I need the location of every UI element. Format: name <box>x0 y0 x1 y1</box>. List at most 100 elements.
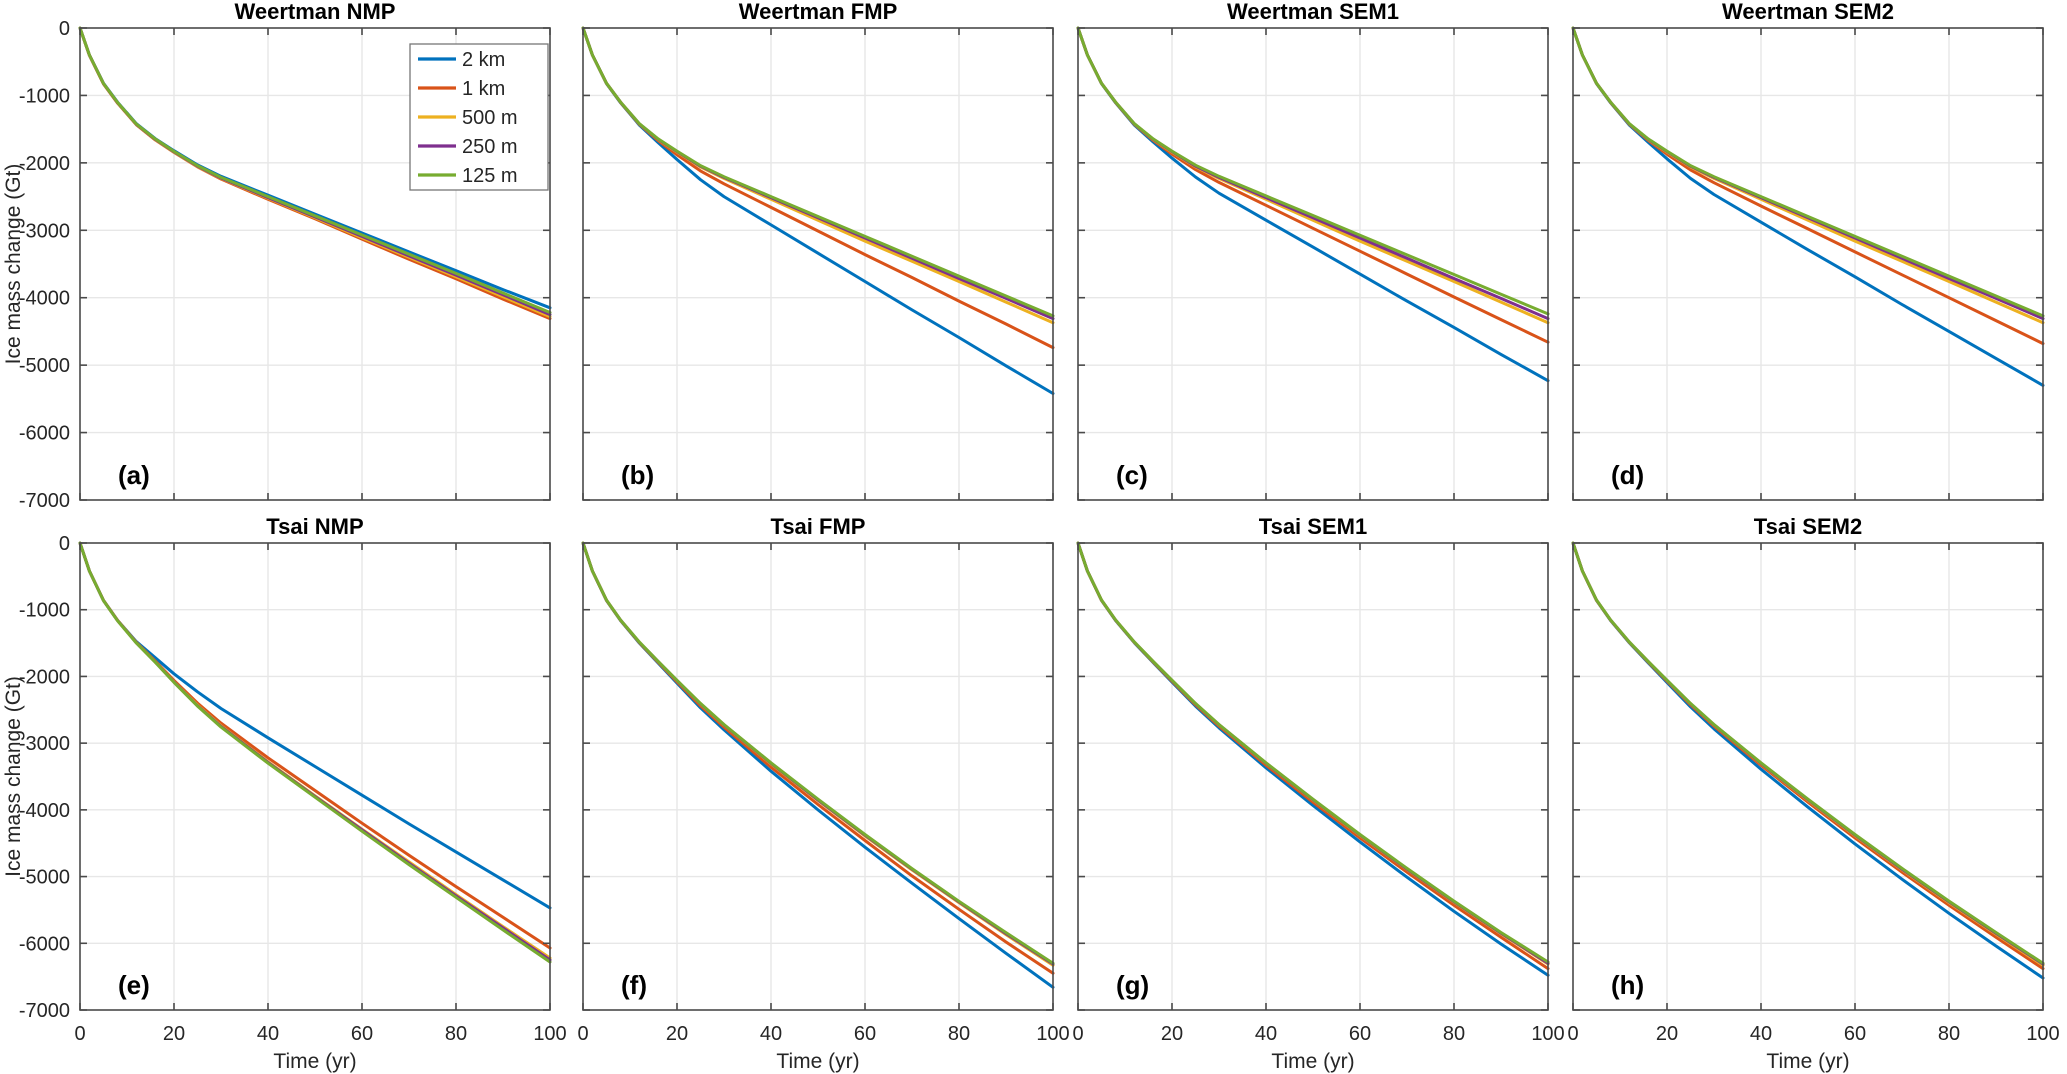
series-line-500m <box>1571 541 2045 967</box>
panel-letter: (c) <box>1116 460 1148 490</box>
tick-marks <box>79 27 551 501</box>
series-line-125m <box>581 26 1055 318</box>
series-line-250m <box>1571 26 2045 321</box>
tick-marks <box>79 542 551 1011</box>
y-tick-label: -4000 <box>19 800 70 822</box>
grid <box>1078 543 1548 1010</box>
x-tick-label: 0 <box>577 1023 588 1045</box>
panel-h: 0 20 40 60 80 100 Time (yr) Tsai SEM2 (h) <box>1567 514 2059 1073</box>
x-tick-label: 40 <box>1255 1023 1277 1045</box>
y-tick-label: -5000 <box>19 355 70 377</box>
legend-label: 125 m <box>462 165 518 187</box>
grid <box>80 543 550 1010</box>
panel-b: Weertman FMP (b) <box>581 0 1055 501</box>
series-line-125m <box>1076 541 1550 964</box>
x-tick-label: 80 <box>1443 1023 1465 1045</box>
y-tick-label: -4000 <box>19 288 70 310</box>
x-axis-label: Time (yr) <box>776 1050 859 1073</box>
series-line-125m <box>1571 26 2045 318</box>
x-tick-label: 100 <box>533 1023 566 1045</box>
series-line-500m <box>1571 26 2045 325</box>
x-tick-label: 80 <box>948 1023 970 1045</box>
x-tick-label: 60 <box>351 1023 373 1045</box>
axes-box <box>582 27 1054 501</box>
x-tick-label: 60 <box>1349 1023 1371 1045</box>
panel-a: 0 -1000 -2000 -3000 -4000 -5000 -6000 -7000 Ice … <box>2 0 552 512</box>
grid <box>1573 28 2043 500</box>
grid <box>583 543 1053 1010</box>
series-line-1km <box>1076 26 1550 344</box>
tick-marks <box>582 542 1054 1011</box>
panel-letter: (h) <box>1611 970 1644 1000</box>
series-line-1km <box>78 541 552 950</box>
x-axis-label: Time (yr) <box>273 1050 356 1073</box>
axes-box <box>1077 27 1549 501</box>
panel-letter: (a) <box>118 460 150 490</box>
series-line-1km <box>1571 26 2045 346</box>
series-line-125m <box>581 541 1055 965</box>
panel-title: Tsai SEM1 <box>1259 514 1367 539</box>
tick-marks <box>582 27 1054 501</box>
tick-marks <box>1572 542 2044 1011</box>
x-tick-label: 20 <box>1161 1023 1183 1045</box>
series-line-1km <box>1571 541 2045 971</box>
x-tick-label: 80 <box>445 1023 467 1045</box>
series-line-125m <box>78 541 552 964</box>
panel-title: Weertman NMP <box>235 0 396 24</box>
axes-box <box>1572 27 2044 501</box>
x-tick-label: 20 <box>163 1023 185 1045</box>
legend-label: 250 m <box>462 136 518 158</box>
series-line-1km <box>1076 541 1550 971</box>
x-tick-label: 40 <box>1750 1023 1772 1045</box>
y-tick-label: -6000 <box>19 933 70 955</box>
axes-box <box>79 542 551 1011</box>
legend-label: 2 km <box>462 49 505 71</box>
x-tick-label: 20 <box>666 1023 688 1045</box>
x-tick-label: 100 <box>1531 1023 1564 1045</box>
panel-title: Tsai FMP <box>771 514 866 539</box>
axes-box <box>582 542 1054 1011</box>
series-line-2km <box>1571 26 2045 387</box>
series-line-250m <box>581 541 1055 966</box>
axes-box <box>1077 542 1549 1011</box>
series-line-125m <box>1571 541 2045 965</box>
series-line-2km <box>78 541 552 910</box>
grid <box>1573 543 2043 1010</box>
y-tick-label: 0 <box>59 18 70 40</box>
x-tick-label: 60 <box>854 1023 876 1045</box>
panel-title: Weertman FMP <box>739 0 898 24</box>
y-tick-label: -1000 <box>19 85 70 107</box>
x-tick-label: 20 <box>1656 1023 1678 1045</box>
x-tick-label: 100 <box>1036 1023 1069 1045</box>
y-tick-label: -1000 <box>19 600 70 622</box>
x-tick-label: 60 <box>1844 1023 1866 1045</box>
x-tick-label: 100 <box>2026 1023 2059 1045</box>
series-line-500m <box>581 26 1055 325</box>
panel-letter: (e) <box>118 970 150 1000</box>
axes-box <box>79 27 551 501</box>
grid <box>583 28 1053 500</box>
panel-letter: (g) <box>1116 970 1149 1000</box>
legend: 2 km 1 km 500 m 250 m 125 m <box>409 43 549 191</box>
panel-title: Weertman SEM1 <box>1227 0 1399 24</box>
series-line-500m <box>1076 541 1550 966</box>
series-line-250m <box>581 26 1055 321</box>
series-line-500m <box>78 541 552 960</box>
panel-e: 0 -1000 -2000 -3000 -4000 -5000 -6000 -7000 Ice … <box>2 514 567 1073</box>
series-line-1km <box>581 541 1055 975</box>
series-line-250m <box>1571 541 2045 966</box>
x-tick-label: 0 <box>1567 1023 1578 1045</box>
panel-letter: (d) <box>1611 460 1644 490</box>
series-line-125m <box>78 26 552 314</box>
panel-letter: (f) <box>621 970 647 1000</box>
series-line-2km <box>1076 26 1550 383</box>
y-axis-label: Ice mass change (Gt) <box>2 164 25 365</box>
tick-marks <box>1572 27 2044 501</box>
series-line-2km <box>1571 541 2045 980</box>
x-axis-label: Time (yr) <box>1766 1050 1849 1073</box>
panel-d: Weertman SEM2 (d) <box>1571 0 2045 501</box>
panel-f: 0 20 40 60 80 100 Time (yr) Tsai FMP (f) <box>577 514 1069 1073</box>
x-tick-label: 0 <box>74 1023 85 1045</box>
y-tick-label: -2000 <box>19 666 70 688</box>
